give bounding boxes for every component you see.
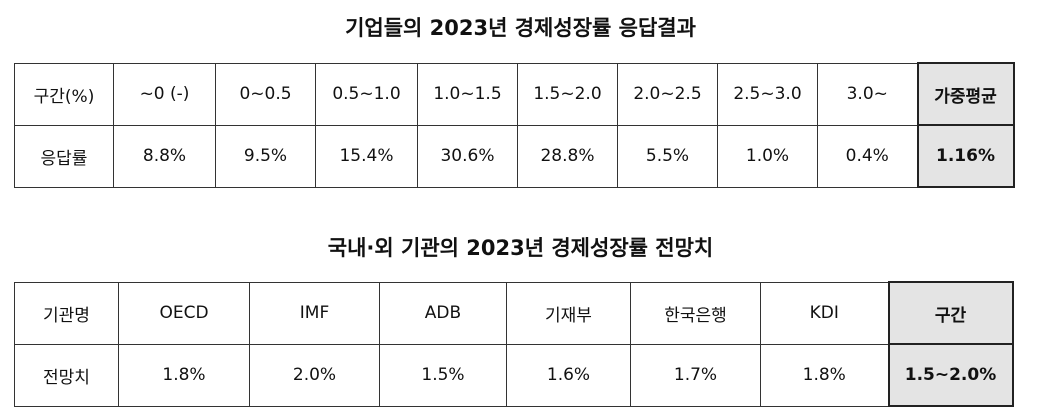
data-cell: 1.5~2.0% [887,343,1014,407]
data-cell: 1.7% [630,343,761,407]
data-cell: 9.5% [215,124,316,188]
data-cell: 0.4% [817,124,918,188]
data-cell: 1.0% [717,124,818,188]
header-cell: 0.5~1.0 [315,62,418,126]
header-cell: IMF [249,281,380,345]
header-cell: 0~0.5 [215,62,316,126]
header-cell: 1.0~1.5 [417,62,518,126]
table-title: 기업들의 2023년 경제성장률 응답결과 [345,16,696,40]
data-cell: 5.5% [617,124,718,188]
header-cell: OECD [118,281,250,345]
data-cell: 응답률 [14,124,114,188]
data-row: 응답률 8.8% 9.5% 15.4% 30.6% 28.8% 5.5% 1.0% 0.4% 1.… [14,124,1015,188]
header-cell: KDI [760,281,889,345]
data-cell: 28.8% [517,124,618,188]
header-cell: 기재부 [506,281,631,345]
data-cell: 1.5% [379,343,507,407]
header-cell: 2.5~3.0 [717,62,818,126]
header-cell: 구간 [887,281,1014,345]
data-cell: 1.16% [916,124,1015,188]
header-cell: 3.0~ [817,62,918,126]
header-cell: 구간(%) [14,62,114,126]
table-title: 국내·외 기관의 2023년 경제성장률 전망치 [327,236,714,260]
data-row: 전망치 1.8% 2.0% 1.5% 1.6% 1.7% 1.8% 1.5~2.0% [14,343,1014,407]
header-cell: 2.0~2.5 [617,62,718,126]
header-cell: 기관명 [14,281,119,345]
data-cell: 15.4% [315,124,418,188]
data-cell: 8.8% [113,124,216,188]
data-cell: 1.8% [118,343,250,407]
header-cell: ADB [379,281,507,345]
data-table: 구간(%) ~0 (-) 0~0.5 0.5~1.0 1.0~1.5 1.5~2.0 2.0… [14,62,1015,188]
header-cell: 가중평균 [916,62,1015,126]
data-cell: 2.0% [249,343,380,407]
header-cell: ~0 (-) [113,62,216,126]
data-cell: 1.6% [506,343,631,407]
header-cell: 1.5~2.0 [517,62,618,126]
header-row: 구간(%) ~0 (-) 0~0.5 0.5~1.0 1.0~1.5 1.5~2.0 2.0… [14,62,1015,126]
data-cell: 1.8% [760,343,889,407]
data-cell: 30.6% [417,124,518,188]
data-cell: 전망치 [14,343,119,407]
header-cell: 한국은행 [630,281,761,345]
header-row: 기관명 OECD IMF ADB 기재부 한국은행 KDI 구간 [14,281,1014,345]
data-table: 기관명 OECD IMF ADB 기재부 한국은행 KDI 구간 전망치 1.8% 2.0% 1.5%… [14,281,1014,407]
